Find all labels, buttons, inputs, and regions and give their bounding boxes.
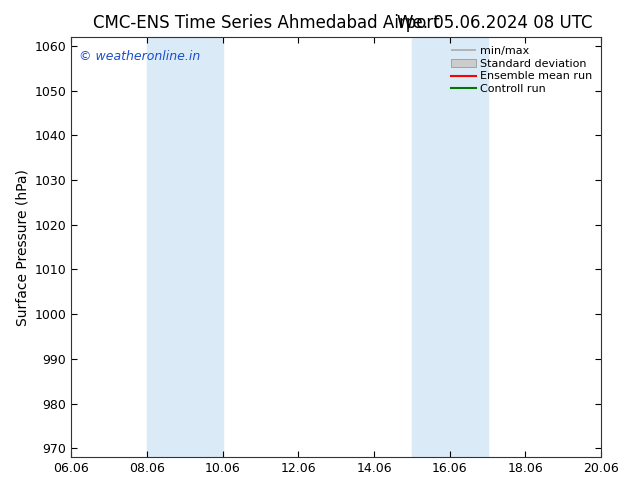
- Text: CMC-ENS Time Series Ahmedabad Airport: CMC-ENS Time Series Ahmedabad Airport: [93, 14, 439, 32]
- Bar: [450, 37, 488, 457]
- Text: We. 05.06.2024 08 UTC: We. 05.06.2024 08 UTC: [397, 14, 592, 32]
- Y-axis label: Surface Pressure (hPa): Surface Pressure (hPa): [15, 169, 29, 325]
- Bar: [412, 37, 450, 457]
- Bar: [147, 37, 223, 457]
- Text: © weatheronline.in: © weatheronline.in: [79, 49, 200, 63]
- Legend: min/max, Standard deviation, Ensemble mean run, Controll run: min/max, Standard deviation, Ensemble me…: [448, 43, 595, 98]
